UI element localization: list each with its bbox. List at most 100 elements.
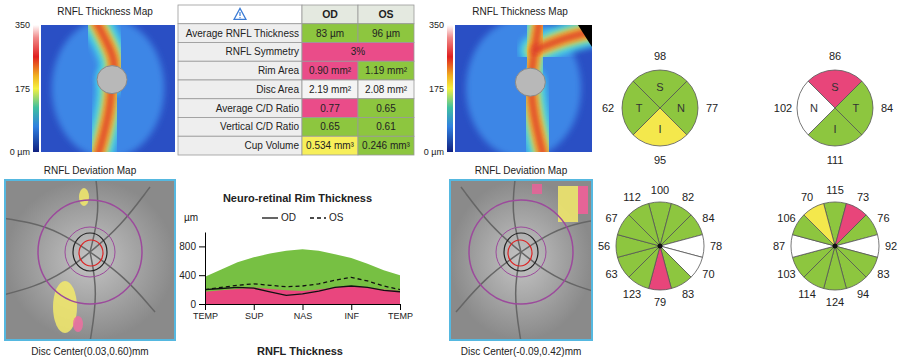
tick-label: SUP bbox=[245, 311, 264, 321]
cell-value: 0.65 bbox=[320, 121, 340, 132]
cell-value: 0.534 mm³ bbox=[306, 140, 354, 151]
map-caption: Disc Center(0.03,0.60)mm bbox=[31, 346, 148, 357]
value-cell bbox=[358, 118, 414, 137]
cell-value: 3% bbox=[351, 46, 366, 57]
quadrant-letter: S bbox=[656, 81, 663, 93]
tick-label: TEMP bbox=[388, 311, 413, 321]
clock-value: 87 bbox=[773, 240, 785, 252]
map-band bbox=[534, 31, 592, 50]
value-cell bbox=[302, 80, 358, 99]
quadrant-sector bbox=[797, 81, 835, 135]
tick-mark bbox=[351, 304, 352, 310]
warning-icon-bar bbox=[239, 12, 240, 16]
quadrant-letter: I bbox=[658, 123, 661, 135]
axis-line bbox=[205, 233, 206, 305]
clock-value: 70 bbox=[702, 268, 714, 280]
legend: ODOS bbox=[262, 212, 344, 223]
tick-label: NAS bbox=[294, 311, 313, 321]
clock-value: 83 bbox=[877, 268, 889, 280]
value-cell bbox=[358, 136, 414, 155]
tick: SUP bbox=[245, 304, 264, 321]
map-title: RNFL Thickness Map bbox=[472, 6, 568, 17]
legend-swatch bbox=[262, 217, 278, 218]
clock-value: 67 bbox=[605, 212, 617, 224]
map-caption: Disc Center(-0.09,0.42)mm bbox=[461, 346, 582, 357]
value-cell bbox=[302, 136, 358, 155]
clock-value: 79 bbox=[654, 296, 666, 308]
legend-label: OS bbox=[329, 212, 344, 223]
tick: INF bbox=[345, 304, 360, 321]
cell-value: 0.61 bbox=[376, 121, 396, 132]
colorbar-tick-label: 350 bbox=[15, 20, 30, 30]
center-dot bbox=[658, 244, 663, 249]
deviation-patch bbox=[532, 184, 542, 194]
row-label: Cup Volume bbox=[245, 140, 300, 151]
tick: 0 bbox=[190, 299, 205, 310]
tick: TEMP bbox=[388, 304, 413, 321]
row-label: Vertical C/D Ratio bbox=[220, 121, 299, 132]
sector-chart: S86T84I111N10211573769283941241141038710… bbox=[773, 50, 897, 308]
header-cell bbox=[358, 5, 414, 24]
chart-title: Neuro-retinal Rim Thickness bbox=[223, 192, 372, 204]
thickness-map: RNFL Thickness Map3501750 µm bbox=[424, 6, 592, 158]
map-title: RNFL Deviation Map bbox=[475, 165, 568, 176]
value-cell bbox=[302, 61, 358, 80]
cell-value: 2.08 mm² bbox=[365, 84, 408, 95]
scan-circle-inner bbox=[496, 227, 546, 277]
cell-value: 1.19 mm² bbox=[365, 65, 408, 76]
vessel bbox=[521, 217, 592, 252]
scan-circle bbox=[469, 200, 573, 304]
cup-outline bbox=[508, 240, 532, 266]
value-cell bbox=[302, 43, 414, 62]
label-cell bbox=[178, 118, 302, 137]
header-cell bbox=[178, 5, 302, 24]
deviation-patch bbox=[79, 188, 89, 206]
map-band bbox=[534, 31, 592, 50]
thickness-map: RNFL Thickness Map3501750 µm bbox=[10, 6, 175, 158]
map-corner bbox=[578, 25, 592, 47]
optic-disc bbox=[515, 68, 545, 96]
clock-value: 84 bbox=[702, 212, 714, 224]
deviation-patch bbox=[73, 316, 83, 332]
tick-mark bbox=[199, 304, 205, 305]
cup-outline bbox=[79, 240, 103, 266]
clock-value: 92 bbox=[885, 240, 897, 252]
rim-chart: Neuro-retinal Rim Thicknessµm0400800TEMP… bbox=[179, 192, 413, 321]
warning-icon-dot bbox=[239, 17, 240, 18]
tick-label: 400 bbox=[179, 270, 196, 281]
map-title: RNFL Thickness Map bbox=[57, 6, 153, 17]
tick-mark bbox=[199, 275, 205, 276]
map-title: RNFL Deviation Map bbox=[44, 165, 137, 176]
vessel bbox=[5, 252, 90, 297]
normal-band bbox=[205, 249, 400, 304]
colorbar bbox=[33, 25, 39, 152]
cell-value: 0.65 bbox=[376, 103, 396, 114]
clock-value: 123 bbox=[623, 288, 641, 300]
clock-value: 70 bbox=[801, 191, 813, 203]
tick-mark bbox=[254, 304, 255, 310]
value-cell bbox=[302, 99, 358, 118]
clock-value: 106 bbox=[777, 212, 795, 224]
deviation-patch bbox=[558, 186, 578, 222]
value-cell bbox=[302, 24, 358, 43]
label-cell bbox=[178, 80, 302, 99]
y-axis: 0400800 bbox=[179, 233, 205, 310]
label-cell bbox=[178, 99, 302, 118]
map-band bbox=[534, 31, 592, 50]
plot-area bbox=[205, 249, 400, 304]
tick-label: TEMP bbox=[193, 311, 218, 321]
quadrant-value: 62 bbox=[602, 102, 614, 114]
deviation-map: RNFL Deviation Map Disc Center(-0.09,0.42… bbox=[450, 165, 616, 357]
colorbar-tick-label: 0 µm bbox=[424, 147, 444, 157]
footer-title: RNFL Thickness bbox=[257, 345, 343, 357]
center-dot bbox=[833, 244, 838, 249]
cell-value: 2.19 mm² bbox=[309, 84, 352, 95]
clock-value: 94 bbox=[857, 288, 869, 300]
tick-mark bbox=[205, 304, 206, 310]
quadrant-letter: S bbox=[831, 81, 838, 93]
label-cell bbox=[178, 61, 302, 80]
series-line bbox=[205, 286, 400, 295]
series-line bbox=[205, 277, 400, 289]
clock-value: 100 bbox=[651, 184, 669, 196]
deviation-image bbox=[5, 180, 175, 340]
